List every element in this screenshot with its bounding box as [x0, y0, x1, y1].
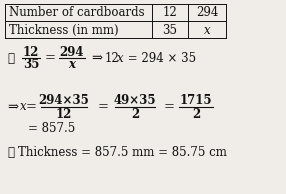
Text: ∴: ∴ — [7, 146, 14, 158]
Text: 294: 294 — [196, 7, 218, 20]
Text: 12: 12 — [23, 46, 39, 59]
Text: 49×35: 49×35 — [114, 94, 156, 107]
Text: Number of cardboards: Number of cardboards — [9, 7, 145, 20]
Text: = 294 × 35: = 294 × 35 — [124, 51, 196, 64]
Text: x: x — [69, 59, 76, 72]
Text: =: = — [164, 100, 175, 113]
Text: x: x — [117, 51, 124, 64]
Text: =: = — [26, 100, 37, 113]
Text: x: x — [20, 100, 27, 113]
Text: 35: 35 — [23, 59, 39, 72]
Text: Thickness = 857.5 mm = 85.75 cm: Thickness = 857.5 mm = 85.75 cm — [18, 146, 227, 158]
Text: 294×35: 294×35 — [39, 94, 89, 107]
Text: 2: 2 — [131, 107, 139, 120]
Text: x: x — [204, 23, 210, 36]
Text: ⇒: ⇒ — [91, 51, 102, 64]
Text: 12: 12 — [56, 107, 72, 120]
Text: 1715: 1715 — [180, 94, 212, 107]
Text: 2: 2 — [192, 107, 200, 120]
Text: 35: 35 — [162, 23, 178, 36]
Text: =: = — [45, 51, 55, 64]
Text: 12: 12 — [105, 51, 120, 64]
Text: =: = — [98, 100, 109, 113]
Text: = 857.5: = 857.5 — [28, 121, 75, 134]
Text: 294: 294 — [60, 46, 84, 59]
Text: Thickness (in mm): Thickness (in mm) — [9, 23, 119, 36]
Text: 12: 12 — [163, 7, 177, 20]
Text: ∴: ∴ — [7, 51, 14, 64]
Text: ⇒: ⇒ — [7, 100, 18, 113]
